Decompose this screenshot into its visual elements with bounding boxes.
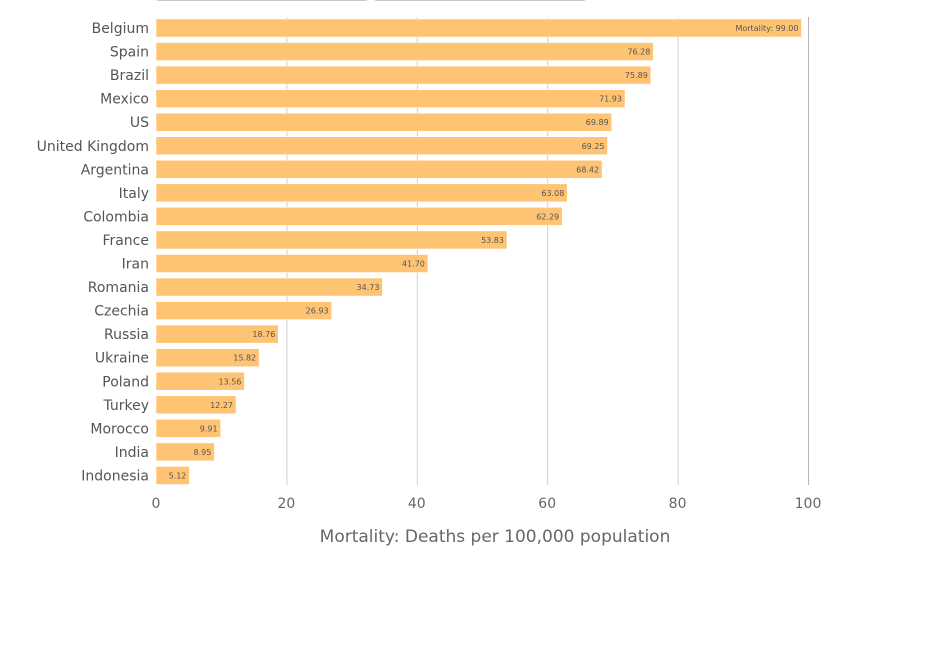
category-label: Belgium	[92, 21, 149, 37]
value-label: 18.76	[252, 330, 275, 339]
bar[interactable]	[155, 442, 215, 462]
bar[interactable]	[155, 372, 245, 391]
value-label: 62.29	[536, 212, 559, 221]
x-tick-label: 0	[152, 496, 161, 512]
bar[interactable]	[155, 466, 190, 485]
category-label: Poland	[102, 374, 149, 390]
value-label: 15.82	[233, 354, 256, 363]
value-label: 76.28	[627, 48, 650, 57]
category-label: France	[102, 233, 149, 249]
value-label: 53.83	[481, 236, 504, 245]
x-tick-label: 40	[408, 496, 426, 512]
category-label: Argentina	[81, 162, 149, 178]
bar[interactable]	[155, 348, 260, 367]
x-tick-label: 20	[277, 496, 295, 512]
value-label: 69.25	[582, 142, 605, 151]
category-label: Brazil	[110, 68, 149, 84]
category-label: Romania	[88, 280, 149, 296]
bar[interactable]	[155, 207, 563, 226]
bar[interactable]	[155, 65, 652, 85]
bar[interactable]	[155, 277, 383, 297]
category-labels: Belgium Spain Brazil Mexico US United Kingdom…	[37, 21, 149, 484]
bar[interactable]	[155, 301, 332, 320]
category-label: India	[115, 445, 149, 461]
top-tabs	[155, 0, 587, 1]
bar[interactable]	[155, 395, 237, 415]
bar[interactable]	[155, 89, 626, 108]
bar[interactable]	[155, 160, 603, 179]
bar[interactable]	[155, 112, 612, 132]
value-label: 68.42	[576, 165, 599, 174]
value-label: 75.89	[625, 71, 648, 80]
bar[interactable]	[155, 183, 568, 203]
value-label: 9.91	[200, 424, 218, 433]
value-label: 69.89	[586, 118, 609, 127]
bar[interactable]	[155, 136, 608, 155]
x-tick-label: 80	[669, 496, 687, 512]
category-label: US	[130, 115, 149, 131]
bar[interactable]	[155, 230, 508, 250]
value-label: 63.08	[541, 189, 564, 198]
value-labels: Mortality: 99.00 76.28 75.89 71.93 69.89 69.2…	[169, 24, 799, 480]
category-label: Mexico	[100, 92, 149, 108]
category-label: United Kingdom	[37, 139, 149, 155]
category-label: Ukraine	[95, 351, 149, 367]
bar[interactable]	[155, 324, 279, 344]
value-label: 13.56	[219, 377, 242, 386]
value-label: 71.93	[599, 95, 622, 104]
value-label: 41.70	[402, 260, 425, 269]
category-label: Colombia	[83, 209, 149, 225]
bar[interactable]	[155, 42, 654, 61]
value-label: Mortality: 99.00	[735, 24, 798, 33]
bar[interactable]	[155, 419, 221, 438]
category-label: Morocco	[90, 421, 149, 437]
category-label: Czechia	[94, 304, 149, 320]
x-tick-label: 60	[538, 496, 556, 512]
bar[interactable]	[155, 254, 429, 273]
category-label: Russia	[104, 327, 149, 343]
category-label: Spain	[110, 45, 149, 61]
value-label: 5.12	[169, 471, 187, 480]
value-label: 12.27	[210, 401, 233, 410]
category-label: Indonesia	[81, 468, 149, 484]
bar[interactable]	[155, 18, 802, 38]
value-label: 8.95	[194, 448, 212, 457]
category-label: Iran	[122, 257, 149, 273]
x-axis-ticks: 0 20 40 60 80 100	[152, 496, 822, 512]
x-tick-label: 100	[795, 496, 822, 512]
category-label: Turkey	[102, 398, 149, 414]
value-label: 34.73	[357, 283, 380, 292]
bars	[155, 18, 802, 485]
grid-lines	[286, 17, 809, 485]
x-axis-title: Mortality: Deaths per 100,000 population	[320, 527, 671, 547]
category-label: Italy	[119, 186, 149, 202]
value-label: 26.93	[306, 307, 329, 316]
